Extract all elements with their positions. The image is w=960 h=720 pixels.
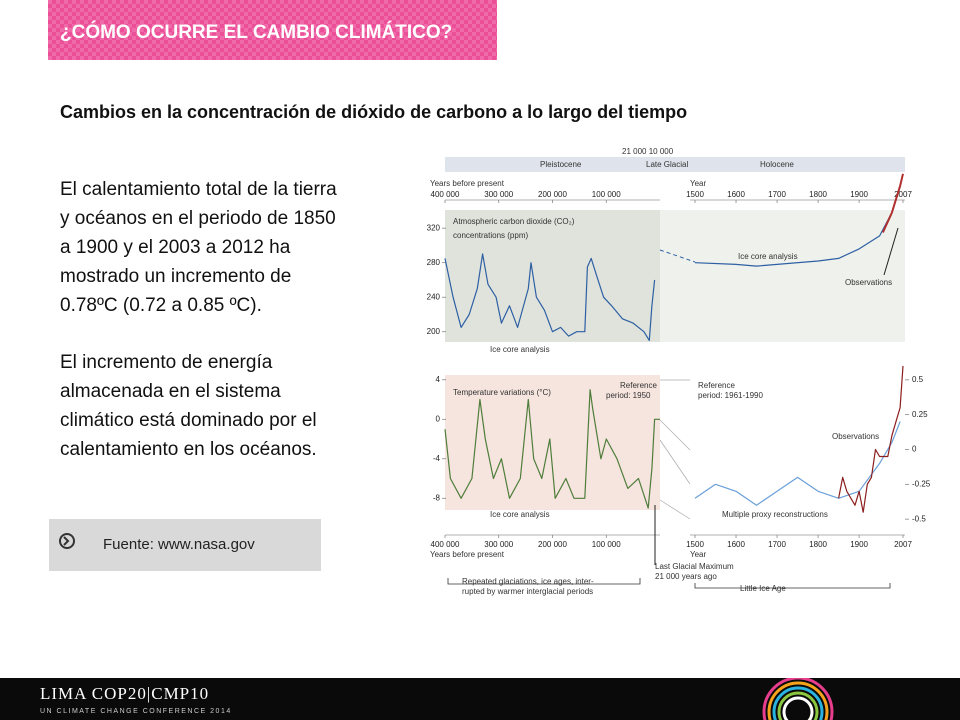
co2-panel-bg-right [660,210,905,342]
x-tick-label: 1500 [686,190,704,199]
x-tick-label: 1800 [809,540,827,549]
x-tick-label: 100 000 [592,540,621,549]
annotation: Little Ice Age [740,584,786,593]
x-tick-label: 300 000 [484,190,513,199]
y-tick-label: 4 [436,375,441,384]
annotation: Observations [832,432,879,441]
figure: Pleistocene Late Glacial Holocene 21 000… [420,147,912,600]
paragraph-line: El incremento de energía [60,352,273,373]
connector-dash [659,249,696,263]
y-tick-label: 240 [427,292,441,301]
x-tick-label: 1600 [727,540,745,549]
x-tick-label: 100 000 [592,190,621,199]
x-tick-label: 1600 [727,190,745,199]
y-tick-label: -0.25 [912,479,931,488]
x-tick-label: 2007 [894,190,912,199]
footer-tagline: UN CLIMATE CHANGE CONFERENCE 2014 [40,708,232,715]
paragraph-line: El calentamiento total de la tierra [60,179,337,200]
x-tick-label: 2007 [894,540,912,549]
temp-panel-bg [445,375,660,510]
x-tick-label: 1700 [768,190,786,199]
obs-arrow [883,227,899,276]
paragraph-line: climático está dominado por el [60,410,317,431]
source-icon-arrow [63,536,70,546]
x-axis-label: Years before present [430,179,505,188]
x-tick-label: 1900 [850,190,868,199]
body-text: El calentamiento total de la tierra y océ… [60,179,337,460]
paragraph-line: almacenada en el sistema [60,381,281,402]
annotation: Observations [845,278,892,287]
panel-title: Atmospheric carbon dioxide (CO₂) [453,217,575,226]
x-tick-label: 200 000 [538,190,567,199]
annotation: Repeated glaciations, ice ages, inter- [462,577,594,586]
x-tick-label: 1500 [686,540,704,549]
data-line [694,421,901,506]
scale-connectors [659,379,691,520]
x-tick-label: 1700 [768,540,786,549]
source: Fuente: www.nasa.gov [103,536,255,553]
era-label: Late Glacial [646,160,688,169]
y-tick-label: 320 [427,223,441,232]
annotation: 21 000 years ago [655,572,717,581]
annotation: period: 1950 [606,391,651,400]
paragraph-line: a 1900 y el 2003 a 2012 ha [60,237,291,258]
y-tick-label: 280 [427,258,441,267]
annotation: Ice core analysis [738,252,798,261]
x-tick-label: 200 000 [538,540,567,549]
header-band [48,0,497,60]
y-tick-label: 0.5 [912,375,924,384]
y-tick-label: 0.25 [912,410,928,419]
subtitle: Cambios en la concentración de dióxido d… [60,102,687,122]
y-tick-label: -8 [433,493,441,502]
x-tick-label: 1900 [850,540,868,549]
source-icon [59,533,75,549]
panel-title: Temperature variations (°C) [453,388,551,397]
era-marks: 21 000 10 000 [622,147,674,156]
paragraph-line: y océanos en el periodo de 1850 [60,208,336,229]
annotation: Ice core analysis [490,345,550,354]
annotation: rupted by warmer interglacial periods [462,587,593,596]
co2-panel-bg [445,210,660,342]
y-tick-label: -4 [433,454,441,463]
y-tick-label: 0 [436,414,441,423]
data-line [444,253,656,341]
paragraph-line: 0.78ºC (0.72 a 0.85 ºC). [60,295,262,316]
data-line [838,365,904,513]
annotation: period: 1961-1990 [698,391,763,400]
x-tick-label: 300 000 [484,540,513,549]
data-line [444,389,660,509]
annotation: Reference [620,381,657,390]
y-tick-label: -0.5 [912,514,926,523]
annotation: Ice core analysis [490,510,550,519]
brackets [447,578,891,589]
annotation: Multiple proxy reconstructions [722,510,828,519]
annotation: Reference [698,381,735,390]
x-tick-label: 1800 [809,190,827,199]
paragraph-line: mostrado un incremento de [60,266,291,287]
annotation: Last Glacial Maximum [655,562,734,571]
paragraph-line: calentamiento en los océanos. [60,439,317,460]
footer-rings [762,678,834,720]
era-band [445,157,905,172]
panel-title: concentrations (ppm) [453,231,528,240]
header-title: ¿CÓMO OCURRE EL CAMBIO CLIMÁTICO? [60,21,452,43]
era-label: Holocene [760,160,794,169]
x-axis-label: Year [690,179,707,188]
x-tick-label: 400 000 [431,190,460,199]
x-axis-label: Year [690,550,707,559]
y-tick-label: 200 [427,327,441,336]
footer-logo: LIMA COP20|CMP10 [40,684,209,703]
data-line [881,173,904,233]
y-tick-label: 0 [912,445,917,454]
x-axis-label: Years before present [430,550,505,559]
source-box [49,519,321,571]
era-label: Pleistocene [540,160,582,169]
x-tick-label: 400 000 [431,540,460,549]
